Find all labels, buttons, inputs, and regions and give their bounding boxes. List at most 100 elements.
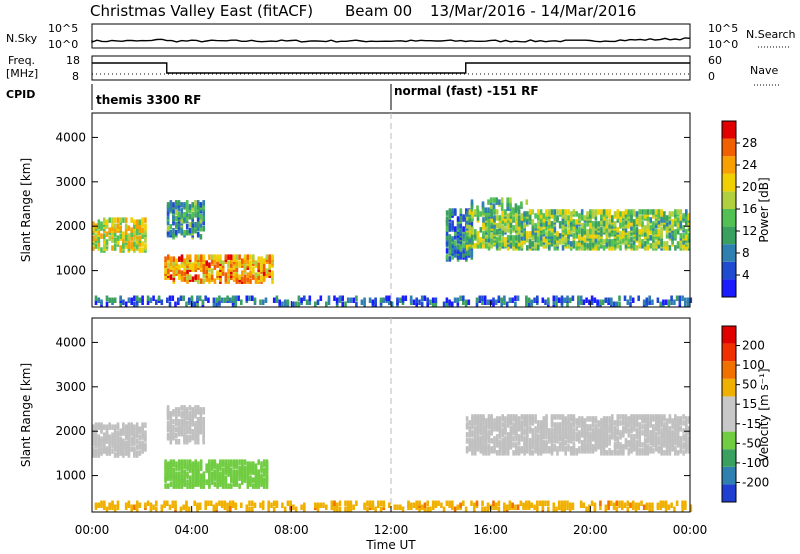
data-cell: [479, 436, 483, 442]
data-cell: [108, 235, 111, 241]
data-cell: [275, 500, 279, 506]
data-cell: [643, 446, 647, 452]
data-cell: [243, 254, 247, 260]
data-cell: [179, 295, 183, 301]
data-cell: [608, 227, 611, 233]
data-cell: [564, 213, 567, 219]
data-cell: [495, 223, 499, 229]
data-cell: [561, 239, 565, 245]
nave-label: Nave: [750, 64, 778, 77]
data-cell: [100, 444, 103, 450]
data-cell: [368, 297, 372, 303]
data-cell: [454, 226, 457, 232]
data-cell: [649, 243, 652, 249]
data-cell: [262, 471, 266, 477]
data-cell: [401, 295, 405, 301]
data-cell: [682, 450, 685, 456]
data-cell: [531, 444, 535, 450]
data-cell: [363, 297, 366, 303]
data-cell: [177, 423, 181, 429]
data-cell: [212, 504, 216, 510]
data-cell: [662, 299, 665, 305]
data-cell: [194, 208, 197, 214]
data-cell: [197, 254, 200, 260]
data-cell: [561, 225, 565, 231]
data-cell: [504, 227, 507, 233]
data-cell: [220, 297, 224, 303]
data-cell: [689, 504, 693, 510]
data-cell: [607, 500, 610, 506]
data-cell: [602, 227, 606, 233]
data-cell: [621, 504, 624, 510]
data-cell: [591, 422, 595, 428]
data-cell: [613, 420, 617, 426]
data-cell: [638, 209, 641, 215]
data-cell: [622, 221, 625, 227]
data-cell: [227, 483, 230, 489]
data-cell: [182, 295, 185, 301]
data-cell: [534, 430, 537, 436]
data-cell: [572, 239, 576, 245]
data-cell: [164, 459, 167, 465]
data-cell: [643, 241, 647, 247]
data-cell: [401, 506, 405, 512]
data-cell: [523, 217, 526, 223]
data-cell: [482, 422, 485, 428]
data-cell: [643, 245, 647, 251]
data-cell: [553, 239, 557, 245]
nsky-label: N.Sky: [6, 32, 38, 45]
data-cell: [124, 301, 128, 307]
data-cell: [498, 440, 502, 446]
data-cell: [219, 264, 222, 270]
data-cell: [649, 414, 652, 420]
data-cell: [246, 258, 250, 264]
data-cell: [141, 430, 144, 436]
data-cell: [253, 502, 257, 508]
data-cell: [663, 241, 666, 247]
data-cell: [571, 295, 575, 301]
data-cell: [630, 434, 633, 440]
data-cell: [241, 459, 244, 465]
data-cell: [251, 500, 254, 506]
data-cell: [649, 430, 652, 436]
data-cell: [511, 502, 514, 508]
data-cell: [429, 506, 432, 512]
data-cell: [586, 211, 589, 217]
data-cell: [202, 220, 205, 226]
data-cell: [470, 248, 474, 254]
data-cell: [474, 420, 477, 426]
data-cell: [646, 418, 650, 424]
data-cell: [268, 258, 271, 264]
data-cell: [260, 256, 263, 262]
data-cell: [286, 500, 290, 506]
data-cell: [412, 502, 416, 508]
data-cell: [169, 417, 173, 423]
data-cell: [196, 417, 200, 423]
data-cell: [221, 270, 225, 276]
colorbar-tick-label: 24: [742, 158, 757, 172]
data-cell: [257, 459, 260, 465]
data-cell: [268, 262, 271, 268]
data-cell: [484, 211, 488, 217]
data-cell: [600, 231, 603, 237]
data-cell: [668, 219, 672, 225]
data-cell: [487, 414, 491, 420]
data-cell: [586, 424, 589, 430]
data-cell: [638, 428, 641, 434]
data-cell: [512, 414, 515, 420]
data-cell: [569, 225, 573, 231]
data-cell: [619, 231, 622, 237]
data-cell: [504, 424, 507, 430]
data-cell: [602, 434, 606, 440]
data-cell: [657, 414, 661, 420]
data-cell: [230, 459, 233, 465]
data-cell: [238, 465, 241, 471]
data-cell: [602, 428, 606, 434]
data-cell: [656, 297, 660, 303]
data-cell: [492, 203, 496, 209]
data-cell: [208, 459, 211, 465]
data-cell: [183, 202, 186, 208]
data-cell: [164, 268, 167, 274]
data-cell: [679, 215, 683, 221]
